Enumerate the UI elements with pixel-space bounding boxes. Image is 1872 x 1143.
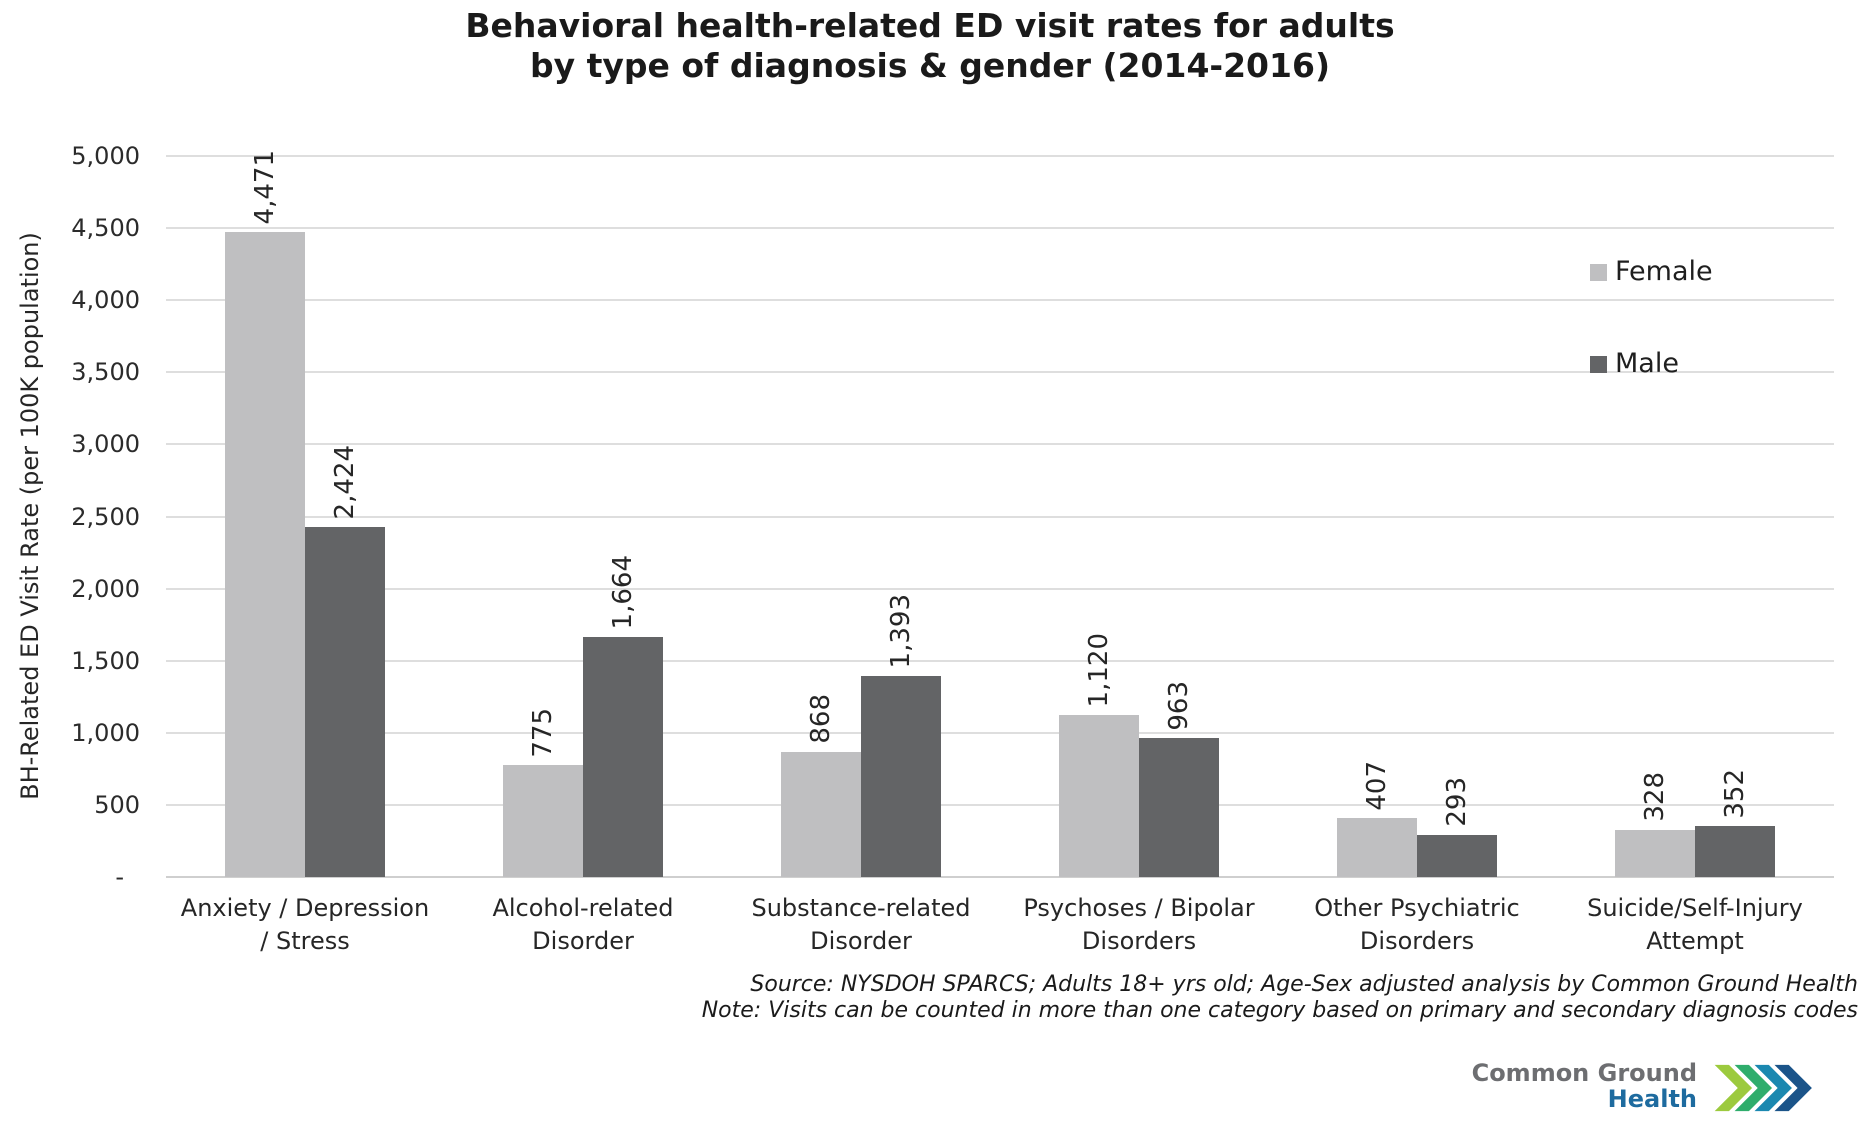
legend-item-male: Male (1590, 350, 1679, 378)
gridline-2,500 (166, 515, 1834, 518)
chart-title-line1: Behavioral health-related ED visit rates… (465, 6, 1395, 45)
legend-label-female: Female (1615, 256, 1713, 287)
bar-value-label-male-2: 1,393 (886, 593, 916, 669)
gridline-1,500 (166, 659, 1834, 662)
y-tick-label: 1,500 (71, 646, 140, 675)
y-tick-label: 3,000 (71, 430, 140, 459)
chevron-shape-2 (1749, 1062, 1795, 1114)
chevron-shape-1 (1729, 1062, 1776, 1114)
legend-swatch-male (1590, 355, 1607, 373)
bar-male-5 (1695, 826, 1775, 877)
y-tick-label: 5,000 (71, 142, 140, 170)
category-label-3: Psychoses / Bipolar Disorders (1023, 894, 1255, 955)
bar-female-3 (1059, 715, 1139, 877)
y-tick-label: 3,500 (71, 358, 140, 387)
bar-value-label-female-2: 868 (806, 694, 836, 744)
gridline-- (166, 876, 1834, 878)
bar-female-5 (1615, 829, 1695, 877)
common-ground-health-logo: Common Ground Health (1472, 1060, 1697, 1112)
category-label-4: Other Psychiatric Disorders (1314, 894, 1520, 955)
chart-title: Behavioral health-related ED visit rates… (0, 6, 1860, 86)
chevron-shape-3 (1769, 1062, 1815, 1114)
y-tick-label: 2,000 (71, 574, 140, 603)
bar-male-2 (861, 676, 941, 877)
legend-label-male: Male (1615, 348, 1679, 379)
bar-value-label-male-3: 963 (1164, 680, 1194, 731)
bar-male-0 (305, 527, 385, 877)
legend-swatch-female (1590, 263, 1607, 281)
bar-male-1 (583, 637, 663, 877)
gridline-1,000 (166, 731, 1834, 734)
legend-item-female: Female (1590, 258, 1713, 286)
gridline-500 (166, 803, 1834, 806)
logo-text-common-ground: Common Ground (1471, 1059, 1697, 1087)
bar-male-3 (1139, 738, 1219, 877)
bar-female-4 (1337, 818, 1417, 877)
footnotes: Source: NYSDOH SPARCS; Adults 18+ yrs ol… (558, 972, 1858, 1024)
chart-title-line2: by type of diagnosis & gender (2014-2016… (529, 46, 1331, 85)
y-tick-label: 4,000 (71, 286, 140, 315)
y-tick-label: 4,500 (71, 214, 140, 243)
y-tick-label: - (115, 863, 124, 891)
y-tick-label: 2,500 (71, 502, 140, 531)
category-label-5: Suicide/Self-Injury Attempt (1587, 894, 1803, 955)
logo-text-health: Health (1607, 1085, 1697, 1113)
bar-value-label-male-4: 293 (1442, 777, 1472, 827)
category-label-1: Alcohol-related Disorder (492, 894, 674, 955)
gridline-4,500 (166, 227, 1834, 230)
bar-value-label-female-1: 775 (528, 707, 558, 758)
bar-male-4 (1417, 834, 1497, 877)
bar-value-label-female-5: 328 (1640, 772, 1670, 822)
bar-value-label-male-1: 1,664 (608, 554, 638, 630)
chevrons-icon (1709, 1062, 1815, 1114)
y-tick-label: 500 (94, 790, 140, 819)
bar-female-2 (781, 751, 861, 877)
bar-value-label-male-0: 2,424 (330, 445, 360, 520)
bar-value-label-female-4: 407 (1362, 760, 1392, 811)
gridline-3,500 (166, 371, 1834, 374)
category-label-2: Substance-related Disorder (751, 894, 971, 955)
y-tick-label: 1,000 (71, 718, 140, 747)
bar-value-label-male-5: 352 (1720, 768, 1750, 819)
method-note: Note: Visits can be counted in more than… (701, 998, 1858, 1023)
category-label-0: Anxiety / Depression / Stress (180, 894, 430, 955)
gridline-2,000 (166, 587, 1834, 590)
bar-female-0 (225, 232, 305, 877)
gridline-5,000 (166, 155, 1834, 157)
bar-female-1 (503, 765, 583, 877)
bar-value-label-female-3: 1,120 (1084, 633, 1114, 708)
gridline-4,000 (166, 299, 1834, 302)
chevron-shape-0 (1709, 1062, 1756, 1114)
gridline-3,000 (166, 443, 1834, 446)
source-note: Source: NYSDOH SPARCS; Adults 18+ yrs ol… (750, 972, 1858, 997)
bar-value-label-female-0: 4,471 (250, 149, 280, 225)
